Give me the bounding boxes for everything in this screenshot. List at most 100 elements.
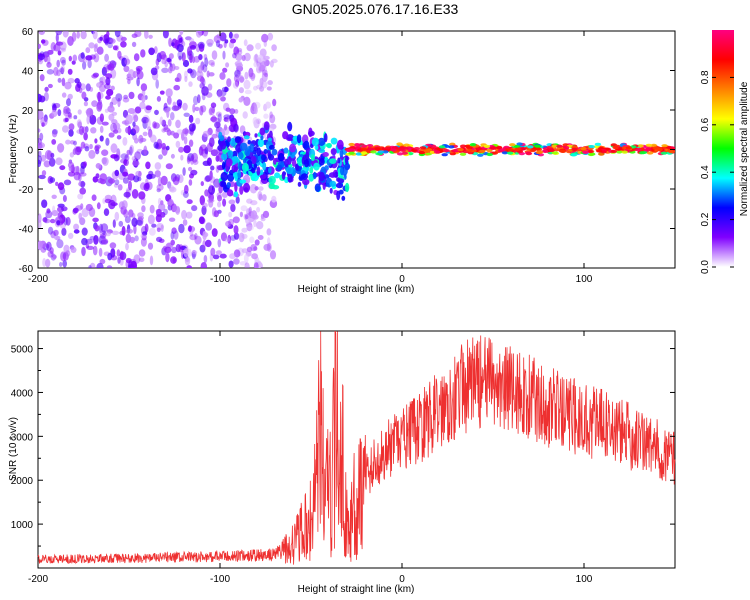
spectrogram-cell <box>390 148 397 152</box>
spectrogram-cell <box>204 57 209 68</box>
spectrogram-cell <box>159 90 165 95</box>
spectrogram-cell <box>108 132 115 138</box>
spectrogram-cell <box>187 68 193 74</box>
spectrogram-cell <box>55 181 59 186</box>
spectrogram-cell <box>164 59 168 68</box>
spectrogram-cell <box>183 248 189 258</box>
spectrogram-cell <box>128 91 135 100</box>
spectrogram-cell <box>123 94 128 100</box>
spectrogram-cell <box>144 104 152 114</box>
spectrogram-cell <box>166 57 172 63</box>
spectrogram-cell <box>396 142 403 146</box>
spectrogram-cell <box>145 105 152 111</box>
spectrogram-cell <box>188 179 193 186</box>
x-tick-label: 0 <box>399 574 405 585</box>
spectrogram-cell <box>229 108 236 115</box>
spectrogram-cell <box>77 193 84 200</box>
spectrogram-cell <box>160 175 168 186</box>
spectrogram-cell <box>220 232 228 242</box>
spectrogram-cell <box>121 200 128 210</box>
spectrogram-cell <box>72 148 77 156</box>
spectrogram-cell <box>211 228 218 237</box>
spectrogram-cell <box>161 59 167 65</box>
spectrogram-cell <box>108 113 115 121</box>
spectrogram-cell <box>525 152 533 156</box>
spectrogram-cell <box>221 191 228 198</box>
spectrogram-cell <box>344 182 350 193</box>
spectrogram-cell <box>483 144 491 148</box>
spectrogram-cell <box>40 247 47 253</box>
spectrogram-cell <box>262 161 267 171</box>
spectrogram-cell <box>239 76 245 83</box>
spectrogram-cell <box>257 54 264 63</box>
spectrogram-cell <box>223 114 231 120</box>
spectrogram-cell <box>47 83 53 89</box>
spectrogram-cell <box>170 231 175 240</box>
spectrogram-cell <box>273 157 277 165</box>
spectrogram-cell <box>85 47 91 54</box>
spectrogram-cell <box>215 40 221 48</box>
spectrogram-cell <box>336 139 344 150</box>
spectrogram-cell <box>225 220 232 227</box>
spectrogram-cell <box>188 166 193 172</box>
spectrogram-cell <box>329 180 337 187</box>
spectrogram-cell <box>354 145 362 150</box>
spectrogram-cell <box>222 198 227 207</box>
spectrogram-cell <box>328 172 337 178</box>
spectrogram-cell <box>100 223 109 233</box>
spectrogram-cell <box>51 102 56 109</box>
spectrogram-cell <box>239 211 243 218</box>
spectrogram-cell <box>88 207 96 218</box>
spectrogram-cell <box>233 232 240 240</box>
spectrogram-cell <box>171 105 180 112</box>
spectrogram-cell <box>159 51 167 60</box>
y-tick-label: 1000 <box>11 520 34 531</box>
spectrogram-cell <box>251 253 258 260</box>
spectrogram-cell <box>154 162 162 170</box>
spectrogram-cell <box>38 240 43 251</box>
spectrogram-cell <box>64 81 72 90</box>
spectrogram-cell <box>246 224 254 231</box>
spectrogram-cell <box>143 145 148 156</box>
spectrogram-cell <box>116 249 121 257</box>
spectrogram-cell <box>228 199 236 205</box>
spectrogram-cell <box>286 167 294 175</box>
spectrogram-cell <box>40 116 48 127</box>
spectrogram-cell <box>148 34 153 39</box>
spectrogram-cell <box>171 246 177 254</box>
spectrogram-cell <box>215 164 220 173</box>
spectrogram-cell <box>344 156 349 165</box>
spectrogram-cell <box>129 236 135 244</box>
spectrogram-cell <box>188 38 195 43</box>
spectrogram-cell <box>217 201 222 208</box>
spectrogram-cell <box>96 46 104 55</box>
spectrogram-cell <box>94 43 99 49</box>
colorbar-axis: 0.0 0.2 0.4 0.6 0.8 <box>700 70 734 274</box>
spectrogram-cell <box>123 65 130 73</box>
spectrogram-cell <box>221 86 230 92</box>
spectrogram-cell <box>187 153 195 162</box>
spectrogram-cell <box>181 131 185 141</box>
spectrogram-cell <box>124 58 131 65</box>
spectrogram-cell <box>202 160 210 166</box>
spectrogram-cell <box>232 172 237 178</box>
spectrogram-cell <box>208 200 214 208</box>
spectrogram-cell <box>159 116 164 125</box>
spectrogram-cell <box>259 77 264 87</box>
spectrogram-cell <box>228 41 234 49</box>
colorbar-tick-label: 0.8 <box>700 70 711 84</box>
spectrogram-cell <box>140 49 146 58</box>
spectrogram-cell <box>94 138 98 144</box>
spectrogram-cell <box>168 217 176 222</box>
spectrogram-cell <box>80 52 85 59</box>
spectrogram-cell <box>243 253 249 263</box>
spectrogram-cell <box>660 151 668 155</box>
spectrogram-cell <box>91 74 98 79</box>
spectrogram-cell <box>131 156 137 162</box>
spectrogram-cell <box>120 153 128 160</box>
spectrogram-cell <box>165 252 170 263</box>
spectrogram-cell <box>225 107 231 112</box>
snr-ylabel: SNR (10 * v/v) <box>8 417 19 481</box>
spectrogram-cell <box>221 161 226 170</box>
spectrogram-cell <box>39 74 45 82</box>
